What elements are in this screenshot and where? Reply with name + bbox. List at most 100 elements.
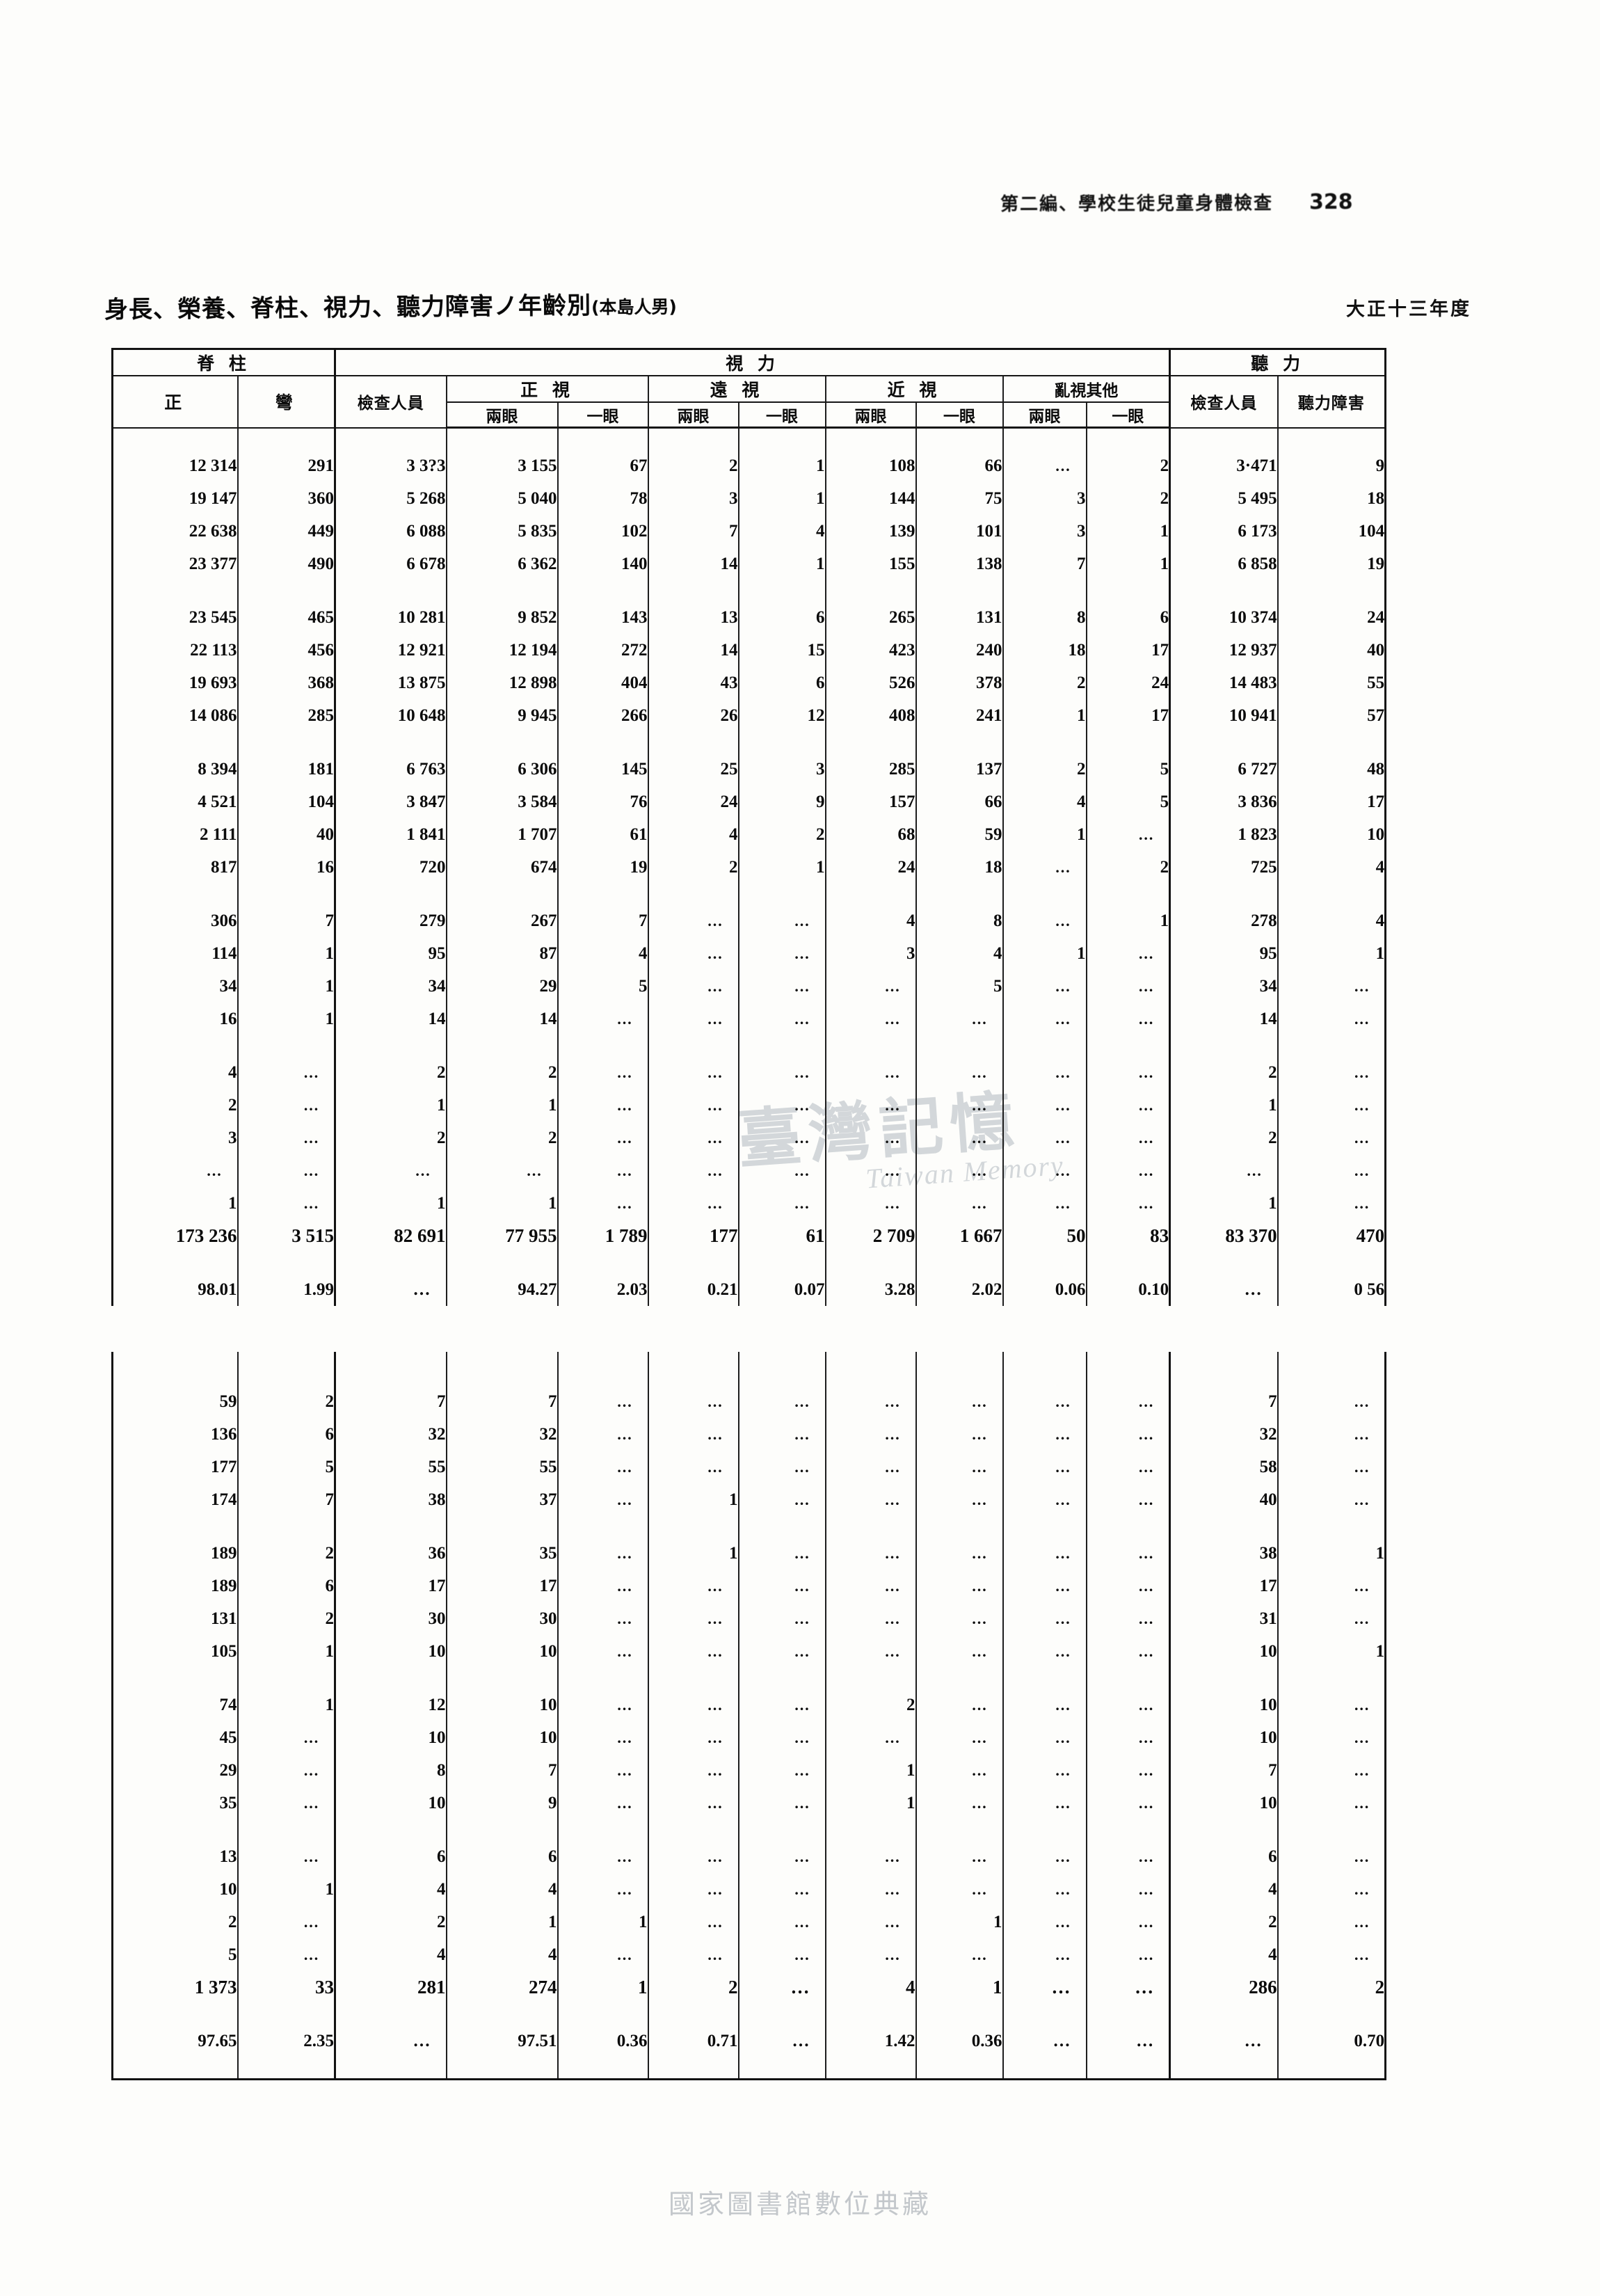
table-cell: 470: [1277, 1220, 1387, 1252]
running-header-text: 第二編、學校生徒兒童身體檢查: [1000, 193, 1274, 216]
table-cell: 3: [111, 1122, 239, 1154]
table-cell: 76: [557, 786, 649, 818]
spacer-cell: [1002, 1819, 1087, 1840]
spacer-cell: [111, 1516, 239, 1537]
table-cell: …: [237, 1840, 336, 1873]
table-cell: 19 147: [111, 482, 239, 515]
table-row: 74 1 12 10……… 2……… 10…: [111, 1689, 1387, 1721]
spacer-cell: [446, 1819, 559, 1840]
table-cell: 9 945: [446, 699, 559, 732]
row-spacer: [111, 1252, 1387, 1273]
table-cell: …: [557, 1938, 649, 1971]
table-cell: 6: [1086, 601, 1171, 634]
table-cell: …: [915, 1418, 1004, 1451]
table-cell: …: [1086, 1840, 1171, 1873]
table-cell: …: [237, 1787, 336, 1819]
table-cell: 19: [557, 851, 649, 884]
table-cell: 240: [915, 634, 1004, 667]
table-cell: 1: [738, 548, 826, 580]
table-cell: 1: [738, 449, 826, 482]
table-cell: 4 521: [111, 786, 239, 818]
spacer-cell: [648, 1668, 739, 1689]
table-cell: 40: [237, 818, 336, 851]
table-cell: …: [1086, 818, 1171, 851]
table-cell: 177: [648, 1220, 739, 1252]
table-cell: …: [1086, 1003, 1171, 1035]
table-cell: …: [1002, 1689, 1087, 1721]
header-hyperopia: 遠 視: [648, 376, 826, 403]
header-hearing-examined: 檢查人員: [1169, 376, 1279, 429]
table-cell: 5: [1086, 786, 1171, 818]
spacer-cell: [1002, 2057, 1087, 2080]
table-cell: 66: [915, 449, 1004, 482]
table-cell: …: [738, 1451, 826, 1483]
table-cell: …: [1277, 1418, 1387, 1451]
spacer-cell: [915, 427, 1004, 449]
table-cell: 4: [335, 1873, 447, 1906]
table-cell: …: [648, 1787, 739, 1819]
spacer-cell: [111, 1819, 239, 1840]
table-cell: 2: [335, 1122, 447, 1154]
table-cell: …: [738, 1056, 826, 1089]
spacer-cell: [446, 1252, 559, 1273]
spacer-cell: [648, 1252, 739, 1273]
table-cell: …: [557, 1418, 649, 1451]
table-cell: …: [915, 1938, 1004, 1971]
spacer-cell: [825, 427, 917, 449]
table-cell: 87: [446, 937, 559, 970]
table-cell: 30: [446, 1602, 559, 1635]
table-cell: …: [915, 1537, 1004, 1570]
table-cell: 278: [1169, 904, 1279, 937]
spacer-cell: [237, 2004, 336, 2025]
table-cell: …: [648, 1840, 739, 1873]
table-cell: …: [557, 1187, 649, 1220]
table-cell: …: [1169, 2025, 1279, 2057]
table-cell: 7: [446, 1754, 559, 1787]
spacer-cell: [738, 1516, 826, 1537]
spacer-cell: [237, 427, 336, 449]
spacer-cell: [738, 2004, 826, 2025]
page-title-text: 身長、榮養、脊柱、視力、聽力障害ノ年齡別: [104, 292, 592, 324]
table-cell: 9 852: [446, 601, 559, 634]
spacer-cell: [1169, 1352, 1279, 1385]
spacer-cell: [335, 732, 447, 753]
table-cell: 30: [335, 1602, 447, 1635]
table-cell: 7: [446, 1385, 559, 1418]
table-cell: 14 483: [1169, 667, 1279, 699]
table-cell: …: [1086, 1451, 1171, 1483]
spacer-cell: [825, 2057, 917, 2080]
table-cell: 4: [1277, 851, 1387, 884]
spacer-cell: [738, 1819, 826, 1840]
spacer-cell: [335, 2004, 447, 2025]
table-cell: 1: [1169, 1089, 1279, 1122]
table-cell: 2: [237, 1602, 336, 1635]
table-cell: 9: [446, 1787, 559, 1819]
table-cell: …: [1277, 1483, 1387, 1516]
header-hyperopia-both: 兩眼: [648, 402, 739, 429]
table-cell: 9: [738, 786, 826, 818]
table-cell: …: [1002, 1089, 1087, 1122]
spacer-cell: [335, 1252, 447, 1273]
table-cell: 0.21: [648, 1273, 739, 1306]
table-cell: 13: [111, 1840, 239, 1873]
table-cell: …: [1277, 1003, 1387, 1035]
table-cell: 8 394: [111, 753, 239, 786]
table-cell: …: [915, 1187, 1004, 1220]
table-cell: 15: [738, 634, 826, 667]
table-cell: …: [648, 1570, 739, 1602]
table-row: 23 377 490 6 678 6 362 140 14 1 155 138 7 1 6 858 19: [111, 548, 1387, 580]
table-cell: 17: [1086, 699, 1171, 732]
table-cell: 24: [825, 851, 917, 884]
table-cell: 2: [1086, 851, 1171, 884]
table-row: 34 1 34 29 5……… 5…… 34…: [111, 970, 1387, 1003]
table-cell: 40: [1277, 634, 1387, 667]
table-cell: 10: [1169, 1689, 1279, 1721]
table-cell: …: [557, 1537, 649, 1570]
table-cell: 55: [446, 1451, 559, 1483]
table-cell: 83 370: [1169, 1220, 1279, 1252]
table-cell: 174: [111, 1483, 239, 1516]
table-cell: 17: [1169, 1570, 1279, 1602]
header-row-group: 脊 柱 視 力 聽 力: [111, 348, 1387, 376]
spacer-cell: [446, 732, 559, 753]
spacer-cell: [1169, 1668, 1279, 1689]
